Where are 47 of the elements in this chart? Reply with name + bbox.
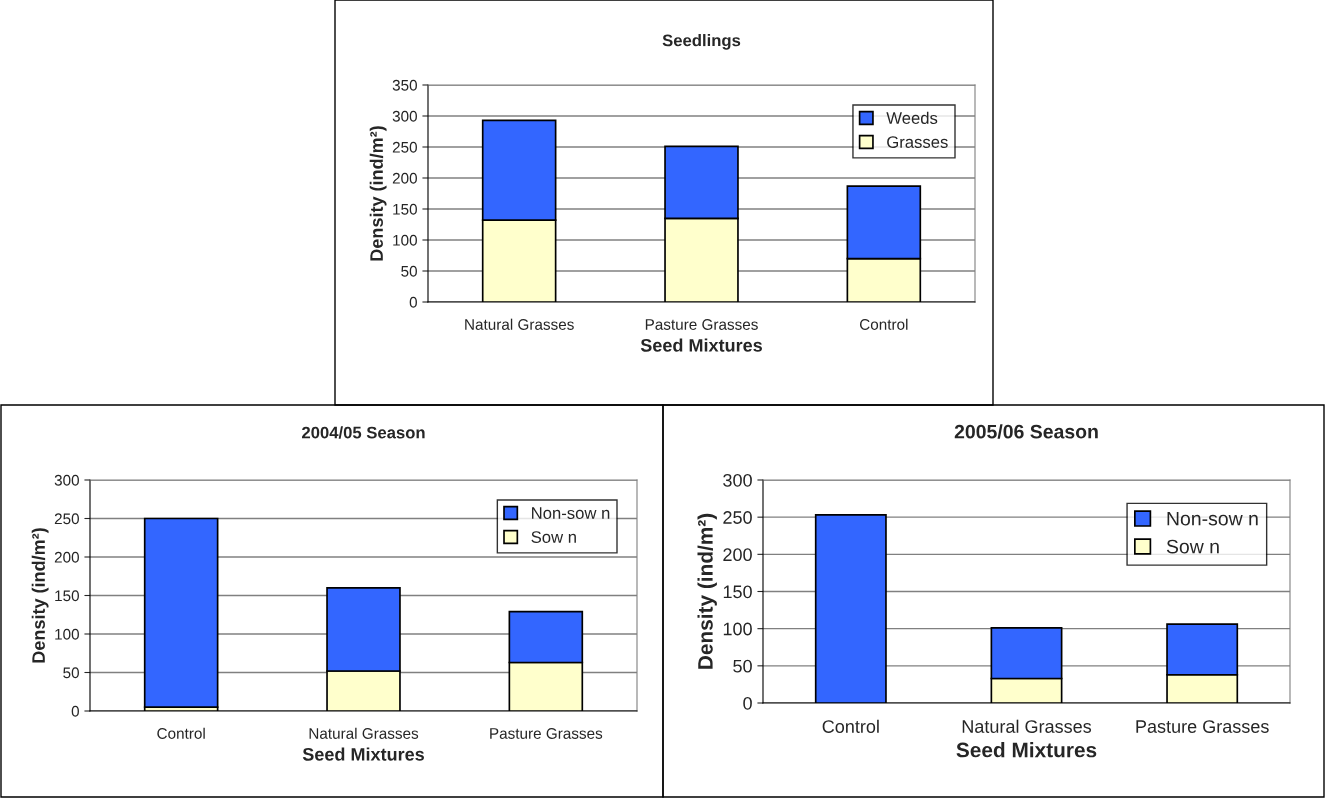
legend-label: Sow n xyxy=(531,531,576,543)
y-tick-label: 100 xyxy=(723,622,752,636)
x-tick-label: Pasture Grasses xyxy=(645,319,758,330)
y-axis-title: Density (ind/m²) xyxy=(369,126,387,261)
legend-label: Non-sow n xyxy=(1167,511,1258,526)
chart-title: Seedlings xyxy=(662,34,741,50)
x-tick-label: Control xyxy=(822,719,879,733)
legend-label: Sow n xyxy=(1166,539,1219,554)
y-tick-label: 150 xyxy=(723,585,752,599)
legend-label: Non-sow n xyxy=(532,507,610,519)
y-tick-label: 200 xyxy=(54,551,79,563)
y-axis-title: Density (ind/m²) xyxy=(697,513,717,669)
y-axis-title: Density (ind/m²) xyxy=(31,528,49,663)
x-axis-title: Seed Mixtures xyxy=(956,742,1097,758)
y-tick-label: 300 xyxy=(54,474,79,486)
y-tick-label: 50 xyxy=(63,667,79,679)
chart-title: 2005/06 Season xyxy=(954,424,1098,439)
x-tick-label: Natural Grasses xyxy=(465,318,574,330)
y-tick-label: 250 xyxy=(392,141,417,153)
y-tick-label: 50 xyxy=(401,265,417,277)
y-tick-label: 150 xyxy=(55,590,79,602)
y-tick-label: 0 xyxy=(743,696,752,710)
y-tick-label: 0 xyxy=(71,705,79,717)
y-tick-label: 300 xyxy=(392,110,417,122)
y-tick-label: 300 xyxy=(723,473,752,487)
x-tick-label: Control xyxy=(157,727,205,739)
y-tick-label: 350 xyxy=(392,79,417,91)
chart-title: 2004/05 Season xyxy=(302,426,425,439)
y-tick-label: 100 xyxy=(55,628,79,640)
y-tick-label: 250 xyxy=(54,513,79,525)
bar xyxy=(143,517,219,708)
x-tick-label: Natural Grasses xyxy=(309,727,419,739)
y-tick-label: 200 xyxy=(392,172,417,184)
x-tick-label: Natural Grasses xyxy=(962,719,1092,733)
x-axis-title: Seed Mixtures xyxy=(640,338,762,352)
y-tick-label: 50 xyxy=(733,659,752,673)
legend-label: Weeds xyxy=(886,111,938,124)
y-tick-label: 150 xyxy=(393,203,417,215)
y-tick-label: 100 xyxy=(393,234,417,246)
y-tick-label: 0 xyxy=(409,296,417,308)
x-axis-title: Seed Mixtures xyxy=(302,747,424,761)
x-tick-label: Control xyxy=(859,318,908,330)
y-tick-label: 250 xyxy=(723,511,752,524)
legend-label: Grasses xyxy=(887,136,948,148)
x-tick-label: Pasture Grasses xyxy=(1136,720,1269,733)
y-tick-label: 200 xyxy=(723,548,752,562)
x-tick-label: Pasture Grasses xyxy=(490,728,603,739)
